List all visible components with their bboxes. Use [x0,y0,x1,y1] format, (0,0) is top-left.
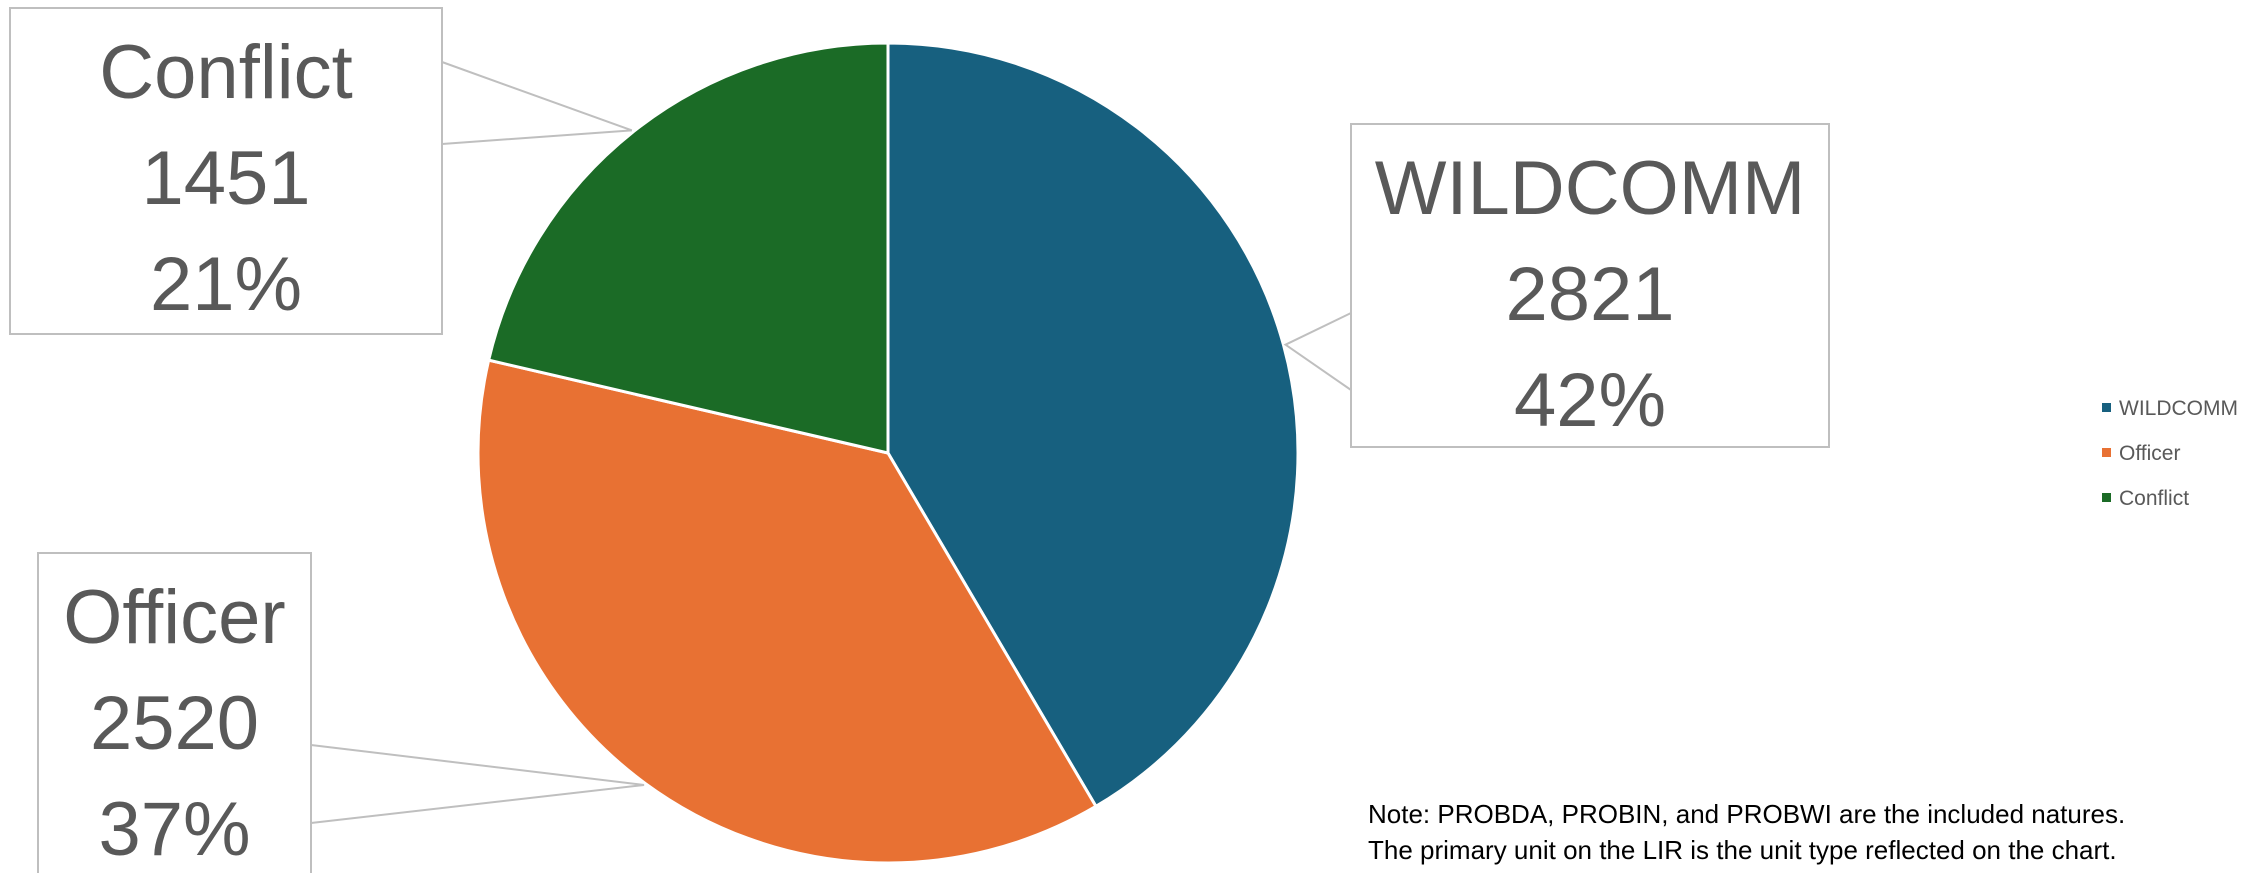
callout-percent-label-wildcomm: 42% [1514,358,1666,443]
legend-label-wildcomm: WILDCOMM [2119,397,2238,420]
callout-percent-label-conflict: 21% [150,242,302,327]
leader-line-conflict [441,61,633,145]
legend-label-conflict: Conflict [2119,487,2189,510]
data-label-callouts: WILDCOMM 2821 42% Officer 2520 37% Conflict 145… [9,7,1830,873]
note-line-2: The primary unit on the LIR is the unit … [1368,835,2117,865]
legend: WILDCOMM Officer Conflict [2102,397,2238,510]
callout-value-label-conflict: 1451 [141,136,310,221]
callout-box-wildcomm [1350,123,1830,448]
callout-box-conflict [9,7,443,335]
leader-line-wildcomm [1283,312,1352,391]
callout-category-label-wildcomm: WILDCOMM [1375,146,1806,231]
callout-category-label-officer: Officer [63,575,285,660]
callout-leader-lines [310,61,1352,824]
pie-slices [476,41,1300,865]
pie-slice-officer [476,358,1099,865]
callout-value-label-wildcomm: 2821 [1505,252,1674,337]
legend-swatch-wildcomm [2102,403,2111,412]
leader-line-officer [310,744,645,824]
note-line-1: Note: PROBDA, PROBIN, and PROBWI are the… [1368,799,2126,829]
callout-value-label-officer: 2520 [90,681,259,766]
pie-slice-wildcomm [886,41,1300,809]
legend-label-officer: Officer [2119,442,2180,465]
chart-note: Note: PROBDA, PROBIN, and PROBWI are the… [1368,796,2125,868]
pie-slice-conflict [486,41,890,455]
legend-swatch-conflict [2102,493,2111,502]
legend-swatch-officer [2102,448,2111,457]
callout-box-officer [37,552,312,873]
callout-category-label-conflict: Conflict [99,30,352,115]
callout-percent-label-officer: 37% [98,787,250,872]
